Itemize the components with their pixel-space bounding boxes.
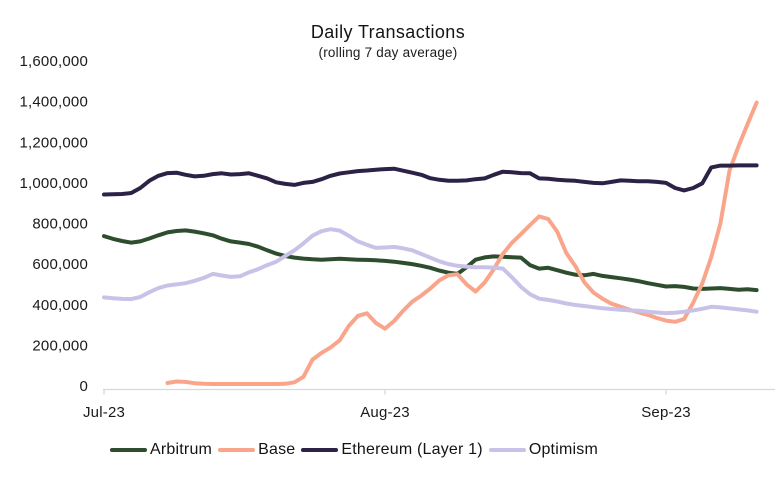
series-line-base — [165, 100, 759, 386]
legend-item-ethereum-layer-1[interactable]: Ethereum (Layer 1) — [301, 441, 483, 459]
y-axis-tick-label: 1,200,000 — [19, 134, 88, 151]
legend-label-arbitrum: Arbitrum — [150, 441, 213, 458]
legend-label-optimism: Optimism — [528, 441, 598, 458]
legend: Arbitrum Base Ethereum (Layer 1) Optimism — [0, 441, 708, 459]
legend-label-ethereum-layer-1: Ethereum (Layer 1) — [341, 441, 483, 458]
y-axis-tick-label: 1,600,000 — [19, 53, 88, 70]
legend-item-base[interactable]: Base — [218, 441, 295, 459]
x-axis-tick-label: Aug-23 — [360, 404, 410, 421]
legend-item-arbitrum[interactable]: Arbitrum — [110, 441, 212, 459]
y-axis-tick-label: 1,000,000 — [19, 175, 88, 192]
y-axis-tick-label: 600,000 — [32, 256, 88, 273]
chart-subtitle: (rolling 7 day average) — [318, 45, 458, 60]
legend-item-optimism[interactable]: Optimism — [488, 441, 598, 459]
legend-swatch-base — [218, 448, 256, 452]
series-line-optimism — [102, 227, 759, 316]
x-axis-tick-label: Jul-23 — [83, 404, 125, 421]
series-line-arbitrum — [102, 228, 759, 293]
legend-swatch-arbitrum — [110, 448, 148, 452]
plot-area: Jul-23 Aug-23 Sep-23 0 200,000 400,000 600,000… — [19, 53, 775, 421]
y-axis-tick-label: 200,000 — [32, 337, 88, 354]
legend-swatch-ethereum-layer-1 — [301, 448, 339, 452]
series-line-ethereum-layer-1 — [102, 163, 759, 197]
legend-swatch-optimism — [488, 448, 526, 452]
y-axis-tick-label: 0 — [79, 378, 88, 395]
chart-title: Daily Transactions — [310, 22, 466, 42]
legend-label-base: Base — [258, 441, 296, 458]
x-axis-tick-label: Sep-23 — [641, 404, 691, 421]
y-axis-tick-label: 400,000 — [32, 297, 88, 314]
y-axis-tick-label: 800,000 — [32, 216, 88, 233]
y-axis-tick-label: 1,400,000 — [19, 94, 88, 111]
